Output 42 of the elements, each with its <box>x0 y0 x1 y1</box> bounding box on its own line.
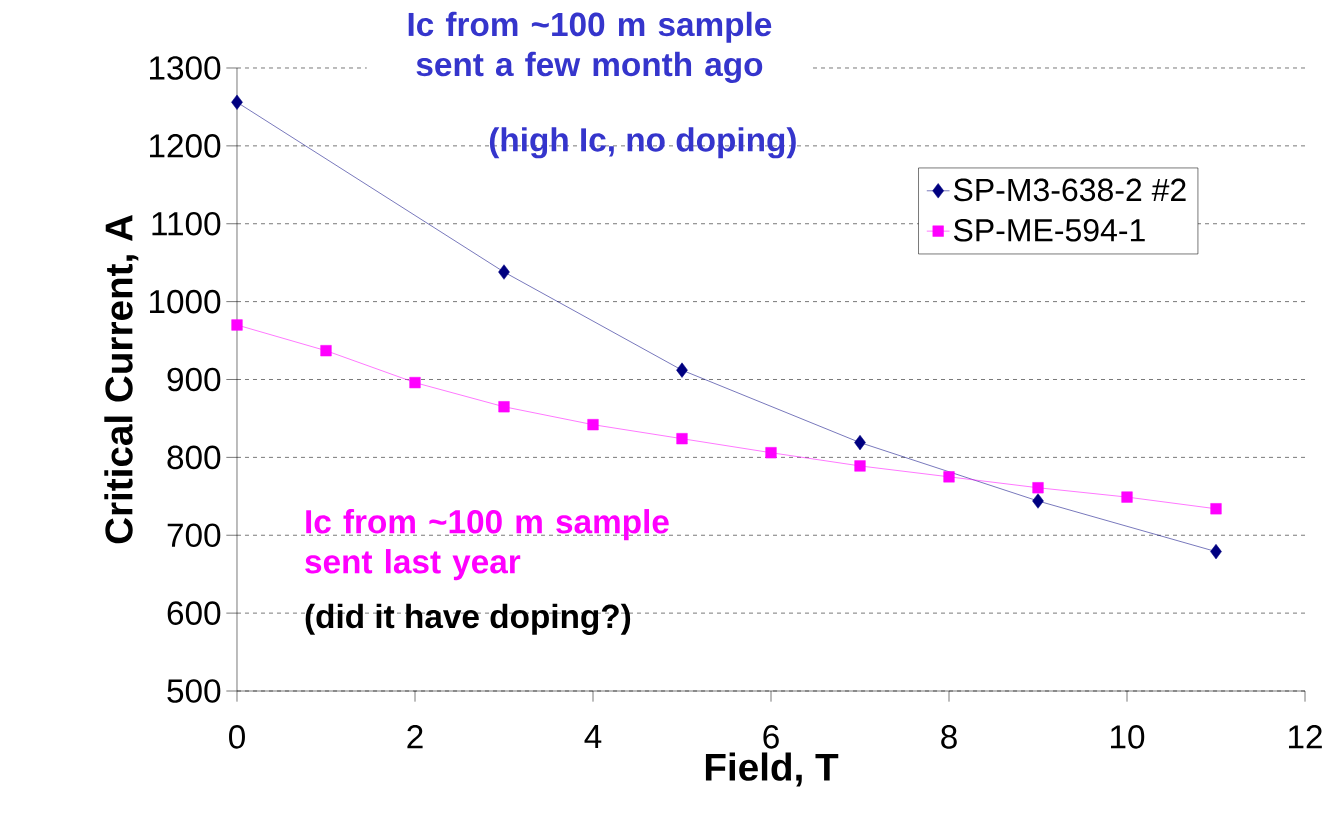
point <box>765 447 777 459</box>
point <box>498 264 510 280</box>
y-tick-label: 700 <box>167 523 221 548</box>
y-tick-label: 1300 <box>150 56 221 80</box>
y-tick-label: 600 <box>167 601 221 625</box>
point <box>1032 482 1044 494</box>
point <box>320 345 332 357</box>
annotation: (did it have doping?) <box>305 603 631 635</box>
annotation: (high Ic, no doping) <box>489 127 796 159</box>
x-tick-label: 10 <box>1111 725 1145 749</box>
point <box>587 419 599 431</box>
y-tick-label: 1100 <box>152 211 221 236</box>
point <box>676 433 688 445</box>
x-tick-label: 4 <box>584 725 602 748</box>
point <box>231 319 243 331</box>
x-tick-label: 12 <box>1289 725 1322 749</box>
point <box>854 460 866 472</box>
x-tick-label: 6 <box>763 725 779 749</box>
annotation: Ic from ~100 m sample sent a few month ago <box>408 11 772 83</box>
point <box>498 401 510 413</box>
x-tick-label: 0 <box>229 725 245 749</box>
point <box>676 362 688 378</box>
point <box>1210 503 1222 515</box>
y-tick-label: 900 <box>167 367 221 392</box>
y-tick-label: 500 <box>167 679 221 703</box>
x-tick-label: 2 <box>407 725 423 749</box>
legend-label: SP-M3-638-2 #2 <box>953 178 1186 202</box>
annotation: Ic from ~100 m sample sent last year <box>305 509 669 581</box>
legend-label: SP-ME-594-1 <box>953 218 1145 242</box>
point <box>1121 491 1133 503</box>
y-tick-label: 800 <box>167 445 221 470</box>
y-axis-title: Critical Current, A <box>104 215 139 544</box>
point <box>943 471 955 483</box>
y-tick-label: 1200 <box>150 134 221 158</box>
point <box>1032 493 1044 509</box>
point <box>231 94 243 110</box>
x-tick-label: 8 <box>941 725 957 749</box>
point <box>1210 544 1222 560</box>
point <box>409 377 421 389</box>
y-tick-label: 1000 <box>150 289 221 314</box>
x-axis-title: Field, T <box>705 752 839 787</box>
point <box>854 434 866 451</box>
